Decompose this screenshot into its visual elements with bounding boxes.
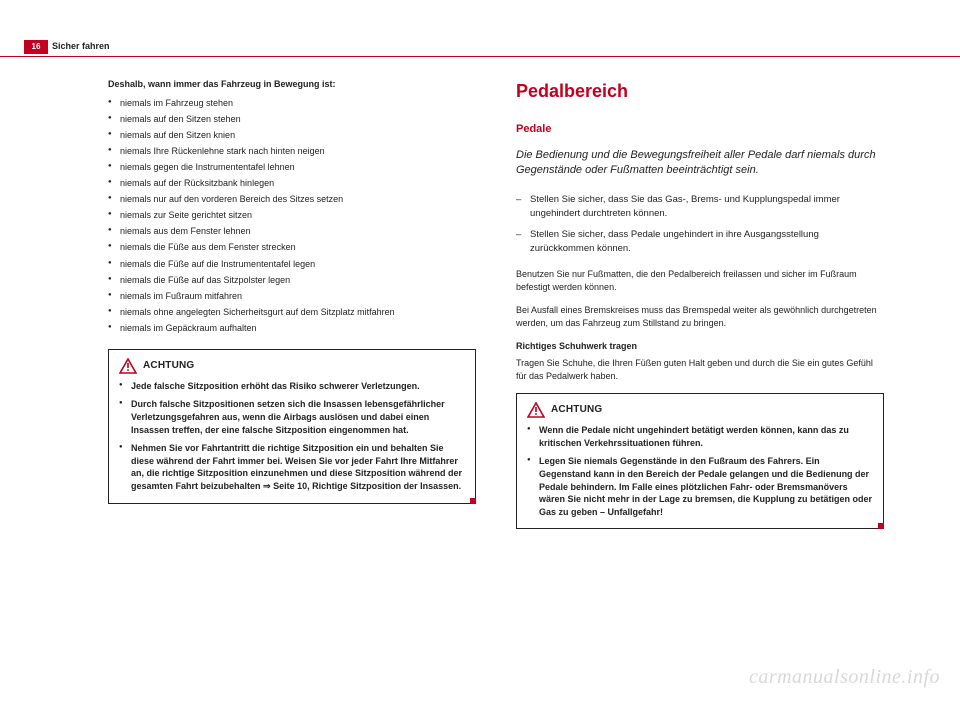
warning-item: Durch falsche Sitzpositionen setzen sich… xyxy=(119,398,465,436)
list-item: niemals ohne angelegten Sicherheitsgurt … xyxy=(108,306,476,319)
warning-item: Legen Sie niemals Gegenstände in den Fuß… xyxy=(527,455,873,518)
list-item: niemals die Füße auf das Sitzpolster leg… xyxy=(108,274,476,287)
list-item: niemals nur auf den vorderen Bereich des… xyxy=(108,193,476,206)
chapter-title: Sicher fahren xyxy=(52,41,110,51)
warning-box-left: ACHTUNG Jede falsche Sitzposition erhöht… xyxy=(108,349,476,504)
instruction-list: Stellen Sie sicher, dass Sie das Gas-, B… xyxy=(516,193,884,256)
warning-triangle-icon xyxy=(119,358,137,374)
section-heading: Pedalbereich xyxy=(516,78,884,104)
watermark-text: carmanualsonline.info xyxy=(749,666,940,689)
warning-box-right: ACHTUNG Wenn die Pedale nicht ungehinder… xyxy=(516,393,884,529)
subsection-heading: Pedale xyxy=(516,122,884,138)
bullet-list: niemals im Fahrzeug stehen niemals auf d… xyxy=(108,97,476,335)
list-item: niemals auf den Sitzen stehen xyxy=(108,113,476,126)
content-columns: Deshalb, wann immer das Fahrzeug in Bewe… xyxy=(108,78,884,529)
body-paragraph: Bei Ausfall eines Bremskreises muss das … xyxy=(516,304,884,330)
instruction-item: Stellen Sie sicher, dass Sie das Gas-, B… xyxy=(516,193,884,221)
list-item: niemals zur Seite gerichtet sitzen xyxy=(108,209,476,222)
page-number-badge: 16 xyxy=(24,40,48,54)
list-item: niemals die Füße auf die Instrumententaf… xyxy=(108,258,476,271)
warning-header: ACHTUNG xyxy=(119,358,465,374)
list-item: niemals auf den Sitzen knien xyxy=(108,129,476,142)
section-end-marker xyxy=(878,523,884,529)
header-rule xyxy=(0,56,960,57)
list-item: niemals auf der Rücksitzbank hinlegen xyxy=(108,177,476,190)
intro-heading: Deshalb, wann immer das Fahrzeug in Bewe… xyxy=(108,78,476,91)
section-end-marker xyxy=(470,498,476,504)
warning-triangle-icon xyxy=(527,402,545,418)
page: 16 Sicher fahren Deshalb, wann immer das… xyxy=(0,0,960,701)
instruction-item: Stellen Sie sicher, dass Pedale ungehind… xyxy=(516,228,884,256)
sub-heading: Richtiges Schuhwerk tragen xyxy=(516,340,884,353)
body-paragraph: Tragen Sie Schuhe, die Ihren Füßen guten… xyxy=(516,357,884,383)
list-item: niemals Ihre Rückenlehne stark nach hint… xyxy=(108,145,476,158)
warning-header: ACHTUNG xyxy=(527,402,873,418)
list-item: niemals im Fußraum mitfahren xyxy=(108,290,476,303)
lead-paragraph: Die Bedienung und die Bewegungsfreiheit … xyxy=(516,148,884,179)
list-item: niemals aus dem Fenster lehnen xyxy=(108,225,476,238)
warning-title: ACHTUNG xyxy=(143,359,194,374)
warning-item: Wenn die Pedale nicht ungehindert betäti… xyxy=(527,424,873,449)
list-item: niemals im Fahrzeug stehen xyxy=(108,97,476,110)
list-item: niemals die Füße aus dem Fenster strecke… xyxy=(108,241,476,254)
warning-title: ACHTUNG xyxy=(551,403,602,418)
body-paragraph: Benutzen Sie nur Fußmatten, die den Peda… xyxy=(516,268,884,294)
right-column: Pedalbereich Pedale Die Bedienung und di… xyxy=(516,78,884,529)
warning-item: Jede falsche Sitzposition erhöht das Ris… xyxy=(119,380,465,393)
list-item: niemals im Gepäckraum aufhalten xyxy=(108,322,476,335)
list-item: niemals gegen die Instrumententafel lehn… xyxy=(108,161,476,174)
left-column: Deshalb, wann immer das Fahrzeug in Bewe… xyxy=(108,78,476,529)
warning-item: Nehmen Sie vor Fahrtantritt die richtige… xyxy=(119,442,465,492)
